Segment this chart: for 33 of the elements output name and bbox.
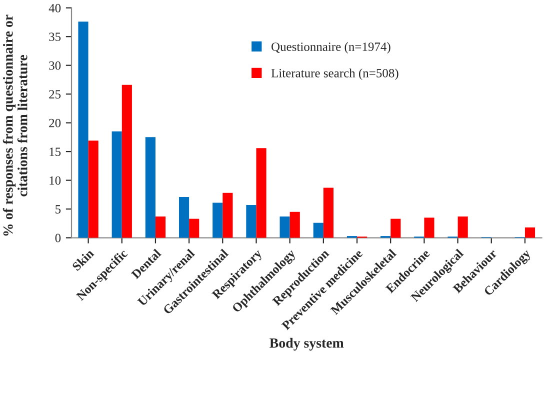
y-tick-label: 10 — [50, 176, 61, 185]
bar — [145, 137, 156, 238]
bar — [88, 140, 98, 238]
y-tick-label: 5 — [56, 205, 61, 214]
y-tick-label: 15 — [50, 148, 61, 156]
bar — [424, 218, 434, 238]
y-tick-label: 0 — [55, 234, 61, 242]
bar — [78, 22, 88, 238]
bar — [256, 148, 266, 238]
legend-label: Literature search (n=508) — [271, 68, 398, 80]
bar — [280, 216, 290, 238]
bar — [458, 216, 468, 238]
bar — [313, 222, 324, 238]
bar — [155, 216, 166, 238]
bar — [212, 202, 223, 238]
y-tick-label: 35 — [49, 32, 61, 42]
bar — [323, 188, 334, 238]
y-tick-label: 30 — [49, 61, 61, 70]
bar — [122, 84, 132, 238]
bar — [290, 212, 300, 238]
bar — [189, 218, 200, 238]
bar — [390, 218, 401, 238]
y-axis-title: % of responses from questionnaire or citations from literature — [2, 14, 28, 236]
bar — [246, 205, 256, 238]
y-tick-label: 25 — [49, 90, 61, 99]
x-axis-title: Body system — [270, 338, 344, 351]
bar — [112, 131, 122, 238]
bar — [524, 227, 536, 238]
bar — [178, 196, 190, 238]
y-tick-label: 20 — [49, 118, 61, 128]
bar — [222, 192, 233, 238]
legend-label: Questionnaire (n=1974) — [272, 42, 390, 54]
y-tick-label: 40 — [48, 4, 61, 12]
